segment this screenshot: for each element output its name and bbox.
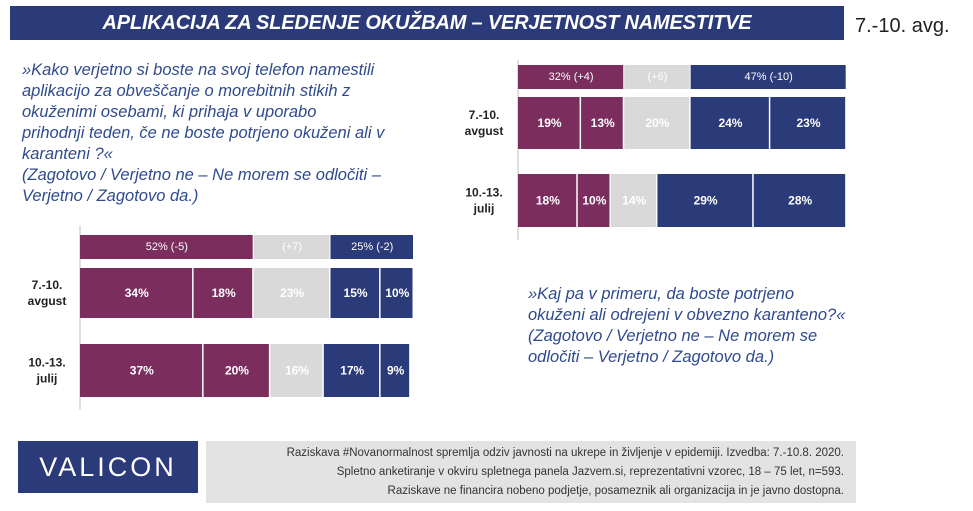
chart-2-bar-segment (770, 97, 846, 149)
chart-2-data-label: 24% (718, 116, 742, 130)
header-bar: APLIKACIJA ZA SLEDENJE OKUŽBAM – VERJETN… (10, 6, 844, 40)
chart-2-bar-segment (577, 174, 610, 227)
chart-2-data-label: 14% (622, 194, 646, 208)
chart-1-bar-segment (80, 268, 193, 318)
survey-date: 7.-10. avg. (855, 15, 950, 37)
chart-1-bar-segment (253, 268, 329, 318)
question-1-line: aplikacijo za obveščanje o morebitnih st… (22, 82, 351, 100)
chart-1-summary-bar (80, 235, 253, 259)
chart-1-bar-segment (323, 344, 380, 397)
chart-2-data-label: 18% (536, 194, 560, 208)
chart-1-bar-segment (330, 268, 380, 318)
chart-2-bar-segment (657, 174, 753, 227)
footer-note: Raziskava #Novanormalnost spremlja odziv… (206, 441, 856, 503)
chart-1-data-label: 37% (130, 364, 154, 378)
question-2-line: »Kaj pa v primeru, da boste potrjeno (528, 285, 794, 303)
chart-2-bar-segment (518, 97, 580, 149)
chart-1-data-label: 34% (125, 286, 149, 300)
chart-2-data-label: 20% (645, 116, 669, 130)
chart-2-category-label: 7.-10. (469, 108, 500, 122)
chart-1-bar-segment (380, 344, 410, 397)
chart-2-bar-segment (624, 97, 690, 149)
chart-2-bar-segment (581, 97, 623, 149)
chart-1-bar-segment (203, 344, 269, 397)
question-1-line: karanteni ?« (22, 145, 113, 163)
chart-1-bar-segment (193, 268, 253, 318)
logo-text: VALICON (39, 452, 177, 482)
question-1-line: prihodnji teden, če ne boste potrjeno ok… (22, 124, 385, 142)
chart-1-data-label: 18% (212, 286, 236, 300)
chart-2-summary-bar (518, 65, 624, 89)
chart-2-summary-label: 32% (+4) (549, 71, 594, 83)
chart-2-summary-bar (624, 65, 690, 89)
chart-2-data-label: 29% (694, 194, 718, 208)
chart-2-category-label: 10.-13. (465, 186, 502, 200)
chart-1-summary-label: 52% (-5) (146, 241, 188, 253)
chart-2-summary-label: (+6) (648, 71, 668, 83)
chart-1-data-label: 10% (385, 286, 409, 300)
chart-1-summary-bar (253, 235, 330, 259)
chart-2-data-label: 19% (538, 116, 562, 130)
chart-1-summary-label: (+7) (282, 241, 302, 253)
question-2-line: odločiti – Verjetno / Zagotovo da.) (528, 348, 775, 366)
chart-1-data-label: 15% (344, 286, 368, 300)
question-1-line: »Kako verjetno si boste na svoj telefon … (22, 61, 375, 79)
chart-1-bar-segment (80, 344, 203, 397)
chart-1-category-label: 10.-13. (28, 356, 65, 370)
chart-1-bar-segment (380, 268, 413, 318)
chart-2-bar-segment (690, 97, 769, 149)
chart-2-category-label: avgust (465, 124, 504, 138)
question-text-1: »Kako verjetno si boste na svoj telefon … (22, 60, 402, 207)
chart-2-bar-segment (753, 174, 846, 227)
chart-1-category-label: avgust (28, 294, 67, 308)
chart-2-summary-bar (690, 65, 846, 89)
question-1-line: Verjetno / Zagotovo da.) (22, 187, 199, 205)
chart-1-data-label: 23% (280, 286, 304, 300)
question-1-line: (Zagotovo / Verjetno ne – Ne morem se od… (22, 166, 381, 184)
chart-2-bar-segment (610, 174, 656, 227)
chart-1-summary-bar (330, 235, 413, 259)
chart-1-data-label: 20% (225, 364, 249, 378)
chart-2-category-label: julij (473, 202, 495, 216)
question-2-line: (Zagotovo / Verjetno ne – Ne morem se (528, 327, 818, 345)
chart-2-bar-segment (518, 174, 577, 227)
footer-line-3: Raziskave ne financira nobeno podjetje, … (387, 485, 844, 497)
footer-line-2: Spletno anketiranje v okviru spletnega p… (336, 466, 844, 478)
chart-2-data-label: 23% (796, 116, 820, 130)
chart-1-data-label: 16% (285, 364, 309, 378)
question-text-2: »Kaj pa v primeru, da boste potrjeno oku… (528, 284, 873, 368)
chart-1-category-label: julij (36, 372, 58, 386)
chart-1-data-label: 17% (340, 364, 364, 378)
chart-1-summary-label: 25% (-2) (351, 241, 393, 253)
chart-1-data-label: 9% (387, 364, 405, 378)
chart-1-bar-segment (270, 344, 323, 397)
chart-2-data-label: 28% (788, 194, 812, 208)
chart-1-category-label: 7.-10. (32, 278, 63, 292)
chart-2-summary-label: 47% (-10) (745, 71, 793, 83)
valicon-logo: VALICON (18, 441, 198, 493)
question-1-line: okuženimi osebami, ki prihaja v uporabo (22, 103, 317, 121)
question-2-line: okuženi ali odrejeni v obvezno karanteno… (528, 306, 846, 324)
chart-2-data-label: 10% (582, 194, 606, 208)
chart-2-data-label: 13% (591, 116, 615, 130)
page-title: APLIKACIJA ZA SLEDENJE OKUŽBAM – VERJETN… (102, 12, 752, 34)
footer-line-1: Raziskava #Novanormalnost spremlja odziv… (286, 447, 844, 459)
